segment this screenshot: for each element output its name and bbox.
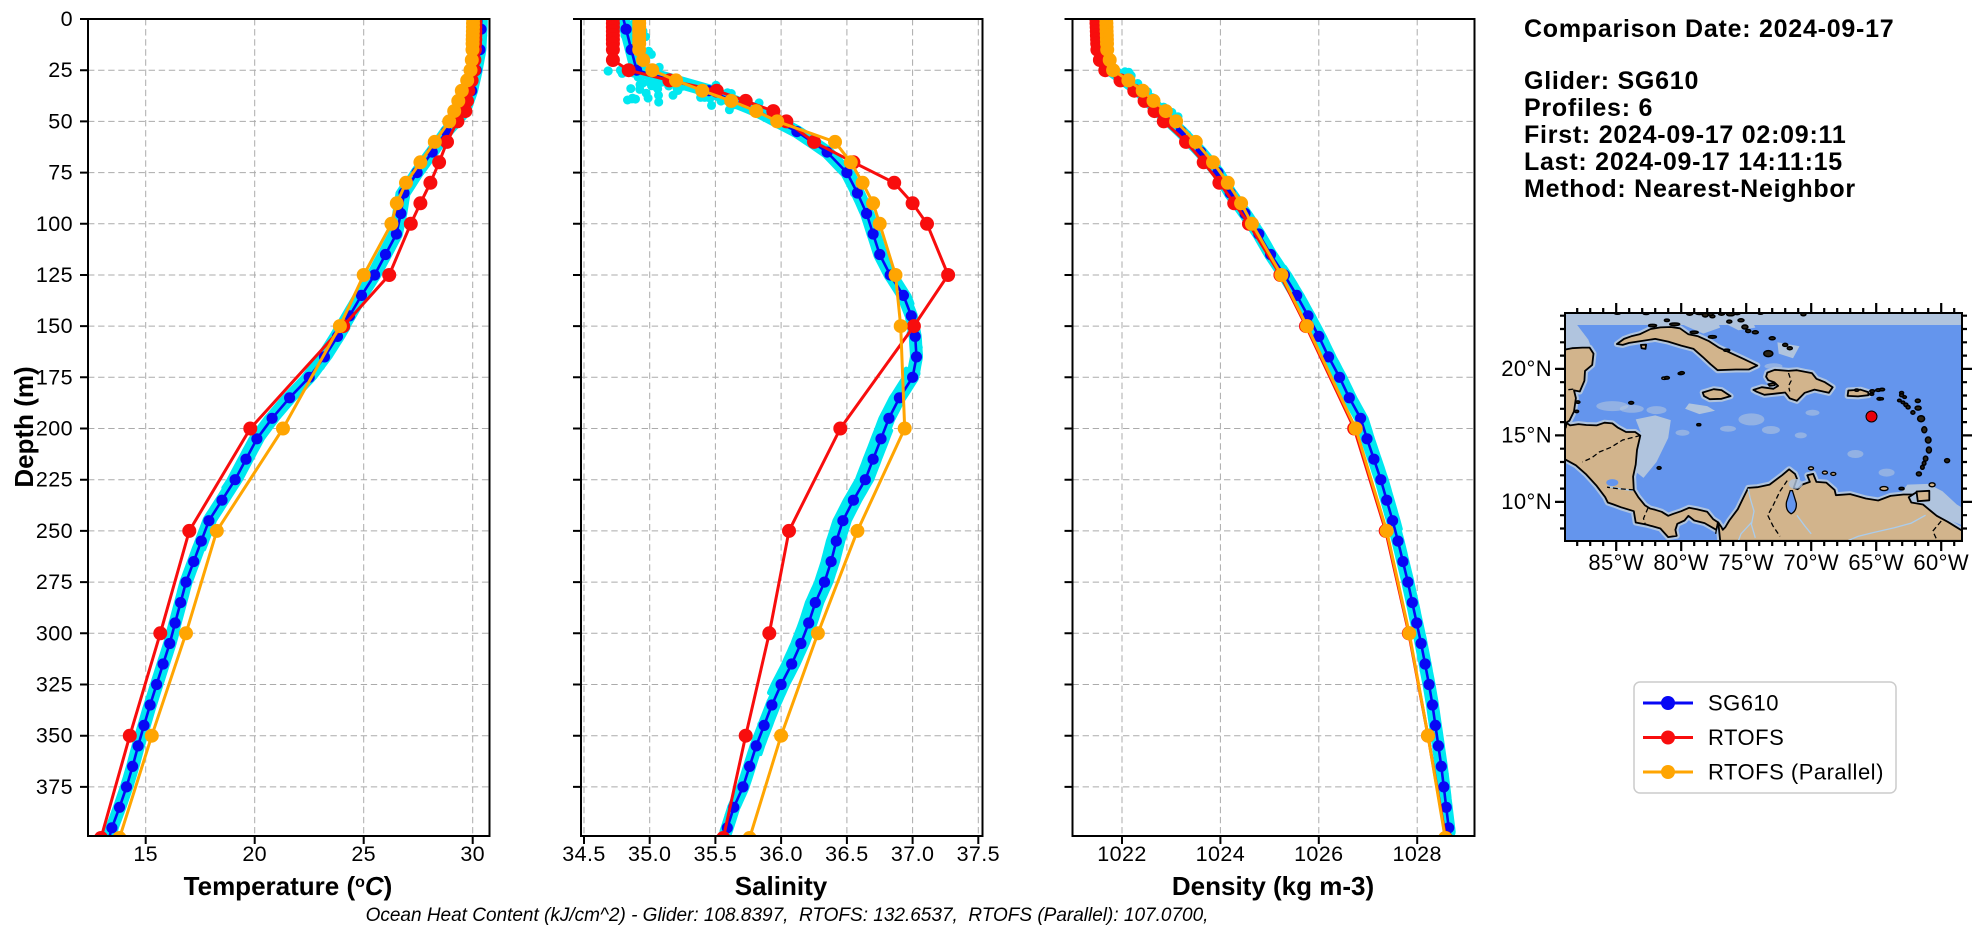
svg-text:1024: 1024 [1196,842,1245,866]
svg-text:70°W: 70°W [1783,550,1839,575]
svg-text:250: 250 [36,519,73,543]
svg-text:Method: Nearest-Neighbor: Method: Nearest-Neighbor [1524,175,1856,203]
svg-text:37.5: 37.5 [957,842,1000,866]
svg-text:65°W: 65°W [1848,550,1904,575]
svg-text:Last: 2024-09-17 14:11:15: Last: 2024-09-17 14:11:15 [1524,148,1843,176]
svg-text:1028: 1028 [1392,842,1441,866]
svg-text:175: 175 [36,365,73,389]
svg-text:25: 25 [351,842,376,866]
svg-text:30: 30 [460,842,485,866]
svg-text:Salinity: Salinity [735,871,828,901]
svg-text:1026: 1026 [1294,842,1343,866]
svg-text:Depth (m): Depth (m) [9,366,39,487]
svg-text:350: 350 [36,724,73,748]
svg-text:50: 50 [48,109,73,133]
svg-text:150: 150 [36,314,73,338]
svg-text:Comparison Date: 2024-09-17: Comparison Date: 2024-09-17 [1524,15,1894,43]
svg-text:125: 125 [36,263,73,287]
svg-text:75°W: 75°W [1718,550,1774,575]
svg-text:RTOFS: RTOFS [1708,725,1784,750]
svg-text:Glider: SG610: Glider: SG610 [1524,67,1699,95]
svg-text:300: 300 [36,621,73,645]
svg-text:RTOFS (Parallel): RTOFS (Parallel) [1708,760,1884,785]
svg-text:85°W: 85°W [1588,550,1644,575]
svg-text:Density (kg m-3): Density (kg m-3) [1172,871,1374,901]
svg-text:35.5: 35.5 [694,842,737,866]
svg-text:200: 200 [36,417,73,441]
svg-text:20: 20 [242,842,267,866]
svg-text:60°W: 60°W [1913,550,1969,575]
svg-text:Ocean Heat Content (kJ/cm^2) -: Ocean Heat Content (kJ/cm^2) - Glider: 1… [366,905,1209,926]
svg-text:0: 0 [61,7,73,31]
svg-text:36.0: 36.0 [759,842,802,866]
svg-text:80°W: 80°W [1653,550,1709,575]
svg-text:10°N: 10°N [1501,489,1552,514]
svg-text:20°N: 20°N [1501,356,1552,381]
svg-text:First: 2024-09-17 02:09:11: First: 2024-09-17 02:09:11 [1524,121,1846,149]
svg-text:15: 15 [133,842,158,866]
svg-text:1022: 1022 [1097,842,1146,866]
svg-text:SG610: SG610 [1708,691,1779,716]
svg-text:36.5: 36.5 [825,842,868,866]
svg-text:75: 75 [48,161,73,185]
svg-text:34.5: 34.5 [562,842,605,866]
svg-text:375: 375 [36,775,73,799]
svg-text:15°N: 15°N [1501,422,1552,447]
svg-text:325: 325 [36,673,73,697]
svg-text:275: 275 [36,570,73,594]
svg-text:100: 100 [36,212,73,236]
svg-text:25: 25 [48,58,73,82]
svg-text:37.0: 37.0 [891,842,934,866]
svg-text:225: 225 [36,468,73,492]
svg-text:Profiles: 6: Profiles: 6 [1524,94,1653,122]
svg-text:35.0: 35.0 [628,842,671,866]
